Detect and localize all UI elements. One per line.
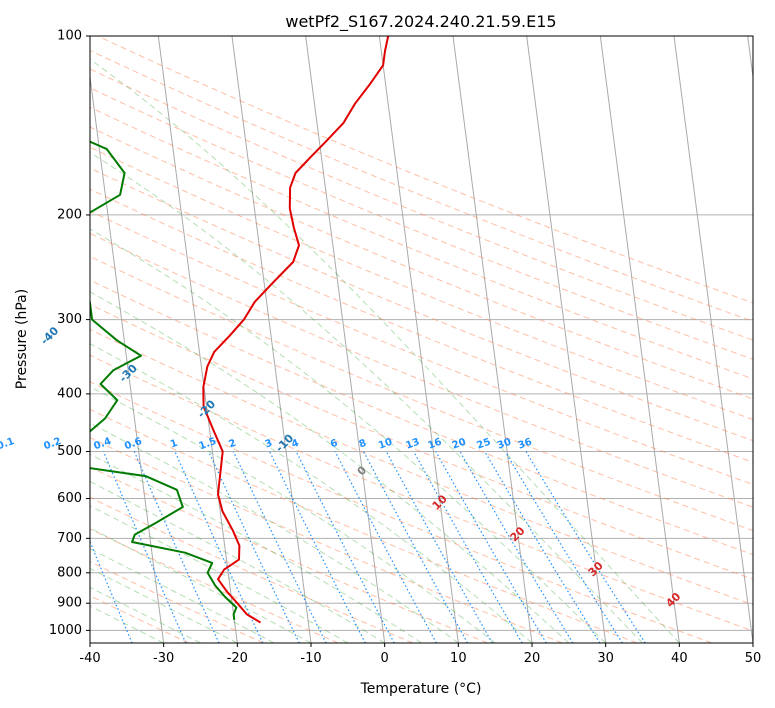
isotherm-line [378, 36, 459, 643]
y-tick-label: 300 [57, 312, 82, 327]
moist-adiabat [90, 291, 570, 643]
dry-adiabat [90, 126, 753, 400]
dry-adiabat [90, 49, 753, 322]
isotherm-line [90, 73, 165, 643]
mixing-ratio-line [90, 540, 133, 643]
mixing-ratio-label: 20 [451, 437, 468, 452]
moist-adiabat [90, 422, 459, 643]
x-axis-label: Temperature (°C) [360, 681, 482, 697]
isotherm-line [157, 36, 238, 643]
y-tick-label: 500 [57, 444, 82, 459]
dry-adiabat [90, 68, 753, 341]
y-tick-label: 1000 [49, 623, 82, 638]
dry-adiabat [90, 279, 753, 556]
y-tick-label: 600 [57, 491, 82, 506]
x-tick-label: -40 [79, 651, 100, 666]
y-tick-label: 900 [57, 596, 82, 611]
y-axis-ticks: 1000 900 800 700 600 500 400 300 200 100 [49, 29, 90, 638]
chart-title: wetPf2_S167.2024.240.21.59.E15 [285, 12, 556, 32]
mixing-ratio-label: 8 [358, 438, 368, 451]
dry-adiabat [90, 561, 264, 643]
mixing-ratio-line [102, 451, 187, 643]
mixing-ratio-line [459, 451, 574, 643]
x-tick-label: 20 [524, 651, 541, 666]
plot-frame [89, 35, 754, 644]
mixing-ratio-label: 1 [169, 438, 179, 451]
mixing-ratio-label: 16 [427, 437, 444, 452]
x-tick-label: 10 [450, 651, 467, 666]
moist-adiabat [90, 567, 238, 643]
moist-adiabat [90, 343, 533, 643]
mixing-ratio-line [484, 451, 601, 643]
moist-adiabat [90, 228, 607, 643]
isotherm-line [599, 36, 680, 643]
mixing-ratio-label: 30 [496, 437, 513, 452]
y-axis-label: Pressure (hPa) [14, 289, 30, 389]
moist-adiabat [90, 548, 275, 643]
dry-adiabat [90, 303, 753, 580]
mixing-ratio-line [334, 451, 437, 643]
dry-adiabat [90, 466, 488, 643]
x-tick-label: 0 [381, 651, 389, 666]
moist-adiabat [90, 386, 496, 643]
dewpoint-profile [90, 140, 238, 621]
dry-adiabat [90, 528, 339, 643]
moist-adiabat [90, 151, 643, 643]
y-tick-label: 400 [57, 386, 82, 401]
x-tick-label: -20 [227, 651, 248, 666]
isotherm-lines [90, 36, 753, 643]
mixing-ratio-label: 10 [377, 437, 394, 452]
x-tick-label: -10 [300, 651, 321, 666]
mixing-ratio-label: 2 [227, 438, 237, 451]
mixing-ratio-label: 13 [404, 437, 421, 452]
dry-adiabat-lines [90, 36, 753, 643]
dry-adiabat [90, 381, 712, 643]
plot-area [90, 36, 753, 643]
x-tick-label: 30 [597, 651, 614, 666]
mixing-ratio-line [504, 451, 623, 643]
x-tick-label: 40 [671, 651, 688, 666]
x-tick-label: 50 [745, 651, 762, 666]
moist-adiabat [90, 586, 201, 643]
dry-adiabat [90, 167, 753, 442]
moist-adiabat-lines [90, 58, 680, 643]
isotherm-line [526, 36, 607, 643]
mixing-ratio-label: 4 [290, 438, 300, 451]
dry-adiabat [90, 188, 753, 463]
mixing-ratio-lines [90, 451, 646, 643]
y-tick-label: 700 [57, 531, 82, 546]
dry-adiabat [90, 328, 753, 606]
isotherm-line [231, 36, 312, 643]
isotherm-line [305, 36, 386, 643]
mixing-ratio-label: 25 [475, 437, 492, 452]
dry-adiabat [90, 354, 753, 632]
temperature-profile [202, 36, 390, 624]
dry-adiabat [90, 255, 753, 532]
y-tick-label: 200 [57, 207, 82, 222]
isotherm-line [452, 36, 533, 643]
dry-adiabat [90, 106, 753, 380]
mixing-ratio-line [295, 451, 395, 643]
y-tick-label: 800 [57, 565, 82, 580]
x-tick-label: -30 [153, 651, 174, 666]
moist-adiabat [90, 58, 680, 643]
mixing-ratio-line [525, 451, 646, 643]
mixing-ratio-line [208, 451, 300, 643]
mixing-ratio-label: 6 [329, 438, 339, 451]
mixing-ratio-line [232, 451, 327, 643]
mixing-ratio-line [363, 451, 469, 643]
x-axis-ticks: -40 -30 -20 -10 0 10 20 30 40 50 [79, 643, 761, 666]
dry-adiabat [90, 232, 753, 508]
y-tick-label: 100 [57, 29, 82, 44]
profile-lines [90, 36, 390, 624]
moist-adiabat [90, 480, 385, 643]
isotherm-line [673, 36, 753, 643]
mixing-ratio-label: 3 [264, 438, 274, 451]
dry-adiabat [90, 437, 563, 643]
mixing-ratio-label: 36 [517, 437, 534, 452]
